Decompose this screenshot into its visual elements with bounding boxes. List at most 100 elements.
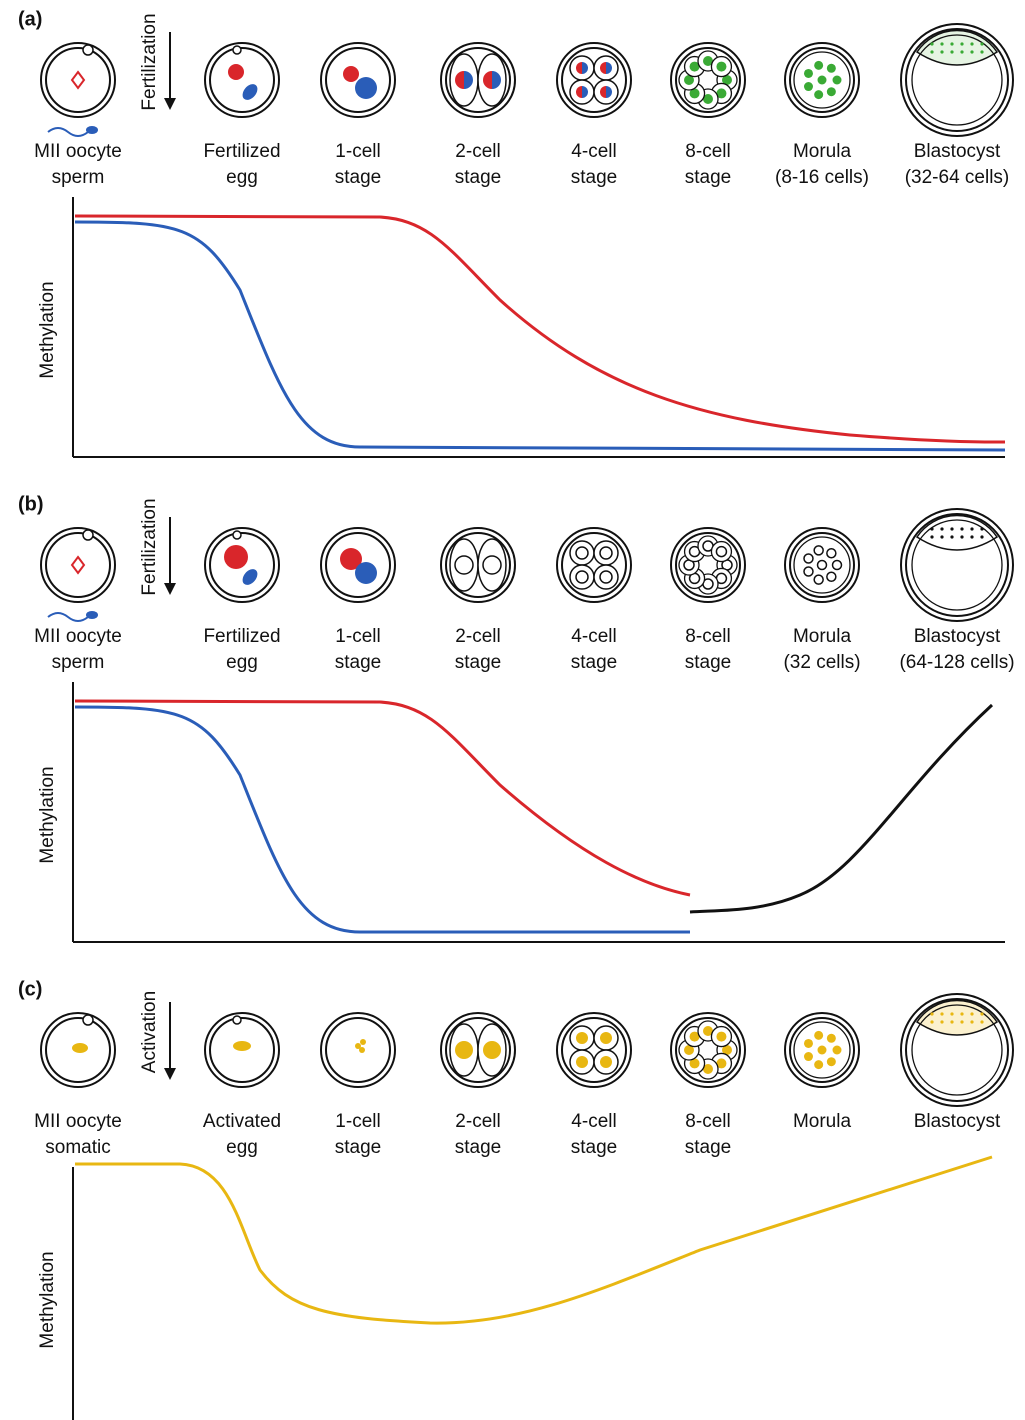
embryo-icon: [440, 527, 516, 603]
zona-inner: [325, 532, 391, 598]
embryo-icon: [40, 1012, 116, 1088]
nucleus: [813, 545, 824, 556]
nucleus: [576, 1032, 588, 1044]
icm-dot: [960, 42, 964, 46]
stage-label: stage: [455, 1137, 501, 1158]
embryo-icon: [784, 42, 860, 118]
stage-label: MII oocyte: [34, 141, 122, 162]
zona-inner: [445, 1017, 511, 1083]
chromatin: [360, 1039, 366, 1045]
nucleus: [689, 1058, 700, 1069]
zona-inner: [325, 1017, 391, 1083]
nucleus-paternal: [582, 62, 588, 74]
icm-dot: [980, 527, 984, 531]
nucleus-paternal: [606, 86, 612, 98]
icm-dot: [980, 50, 984, 54]
icm-dot: [940, 535, 944, 539]
embryo-icon: [440, 1012, 516, 1088]
embryo-icon: [670, 1012, 746, 1088]
stage-label: egg: [226, 1137, 258, 1158]
nucleus-maternal: [455, 71, 464, 89]
nucleus: [689, 1031, 700, 1042]
sperm: [47, 127, 89, 137]
icm-dot: [940, 50, 944, 54]
nucleus: [716, 1058, 727, 1069]
methylation-curve: [75, 1155, 993, 1325]
paternal-pronucleus: [355, 562, 377, 584]
icm-dot: [960, 535, 964, 539]
nucleus: [803, 1052, 813, 1062]
zona-outer: [320, 42, 396, 118]
embryo-icon: [784, 527, 860, 603]
zona-inner: [45, 532, 111, 598]
polar-body: [82, 44, 94, 56]
nucleus: [814, 90, 824, 100]
nucleus: [722, 1045, 732, 1055]
nucleus: [72, 1043, 88, 1053]
nucleus-maternal: [576, 86, 582, 98]
maternal-pronucleus: [340, 548, 362, 570]
embryo-icon: [320, 42, 396, 118]
nucleus-paternal: [492, 71, 501, 89]
zona-inner: [45, 47, 111, 113]
nucleus: [831, 559, 843, 571]
stage-label: stage: [335, 167, 381, 188]
icm-dot: [970, 1012, 974, 1016]
nucleus: [703, 94, 713, 104]
methylation-curve: [74, 220, 1006, 452]
nucleus: [813, 574, 824, 585]
embryo-icon: [556, 527, 632, 603]
stage-label: egg: [226, 167, 258, 188]
y-axis-label: Methylation: [37, 766, 58, 863]
embryo-icon: [40, 42, 116, 137]
panel-label: (a): [18, 8, 42, 30]
stage-label: (32 cells): [783, 652, 860, 673]
nucleus: [826, 1057, 836, 1067]
spindle: [70, 70, 86, 90]
y-axis-label: Methylation: [37, 281, 58, 378]
zona-inner: [561, 532, 627, 598]
nucleus: [826, 1033, 836, 1043]
nucleus: [684, 75, 694, 85]
embryo-icon: [670, 527, 746, 603]
nucleus: [814, 1060, 824, 1070]
icm-dot: [950, 1020, 954, 1024]
nucleus: [803, 82, 813, 92]
nucleus-maternal: [483, 71, 492, 89]
nucleus: [689, 88, 700, 99]
nucleus: [703, 1026, 713, 1036]
nucleus: [599, 546, 613, 560]
stage-label: Blastocyst: [914, 1111, 1001, 1132]
stage-label: stage: [685, 652, 731, 673]
zona-inner: [561, 1017, 627, 1083]
polar-body: [232, 45, 242, 55]
icm-dot: [940, 527, 944, 531]
stage-label: 2-cell: [455, 1111, 500, 1132]
zona-inner: [209, 532, 275, 598]
zona-inner: [45, 1017, 111, 1083]
nucleus: [703, 1064, 713, 1074]
icm-dot: [960, 1012, 964, 1016]
maternal-pronucleus: [228, 64, 244, 80]
maternal-pronucleus: [224, 545, 248, 569]
nucleus: [684, 1045, 694, 1055]
stage-label: 1-cell: [335, 626, 380, 647]
zona-inner: [789, 47, 855, 113]
nucleus: [716, 61, 727, 72]
stage-label: 4-cell: [571, 1111, 616, 1132]
icm-dot: [940, 42, 944, 46]
nucleus: [716, 1031, 727, 1042]
arrow-label: Activation: [139, 991, 160, 1073]
stage-label: (64-128 cells): [899, 652, 1014, 673]
stage-label: 8-cell: [685, 141, 730, 162]
icm-dot: [970, 1020, 974, 1024]
pronucleus: [233, 1041, 251, 1051]
stage-label: stage: [685, 167, 731, 188]
zona-inner: [675, 532, 741, 598]
nucleus: [803, 1038, 813, 1048]
zona-outer: [204, 42, 280, 118]
nucleus-paternal: [464, 71, 473, 89]
embryo-icon: [556, 1012, 632, 1088]
paternal-pronucleus: [242, 84, 258, 100]
nucleus: [483, 1041, 501, 1059]
